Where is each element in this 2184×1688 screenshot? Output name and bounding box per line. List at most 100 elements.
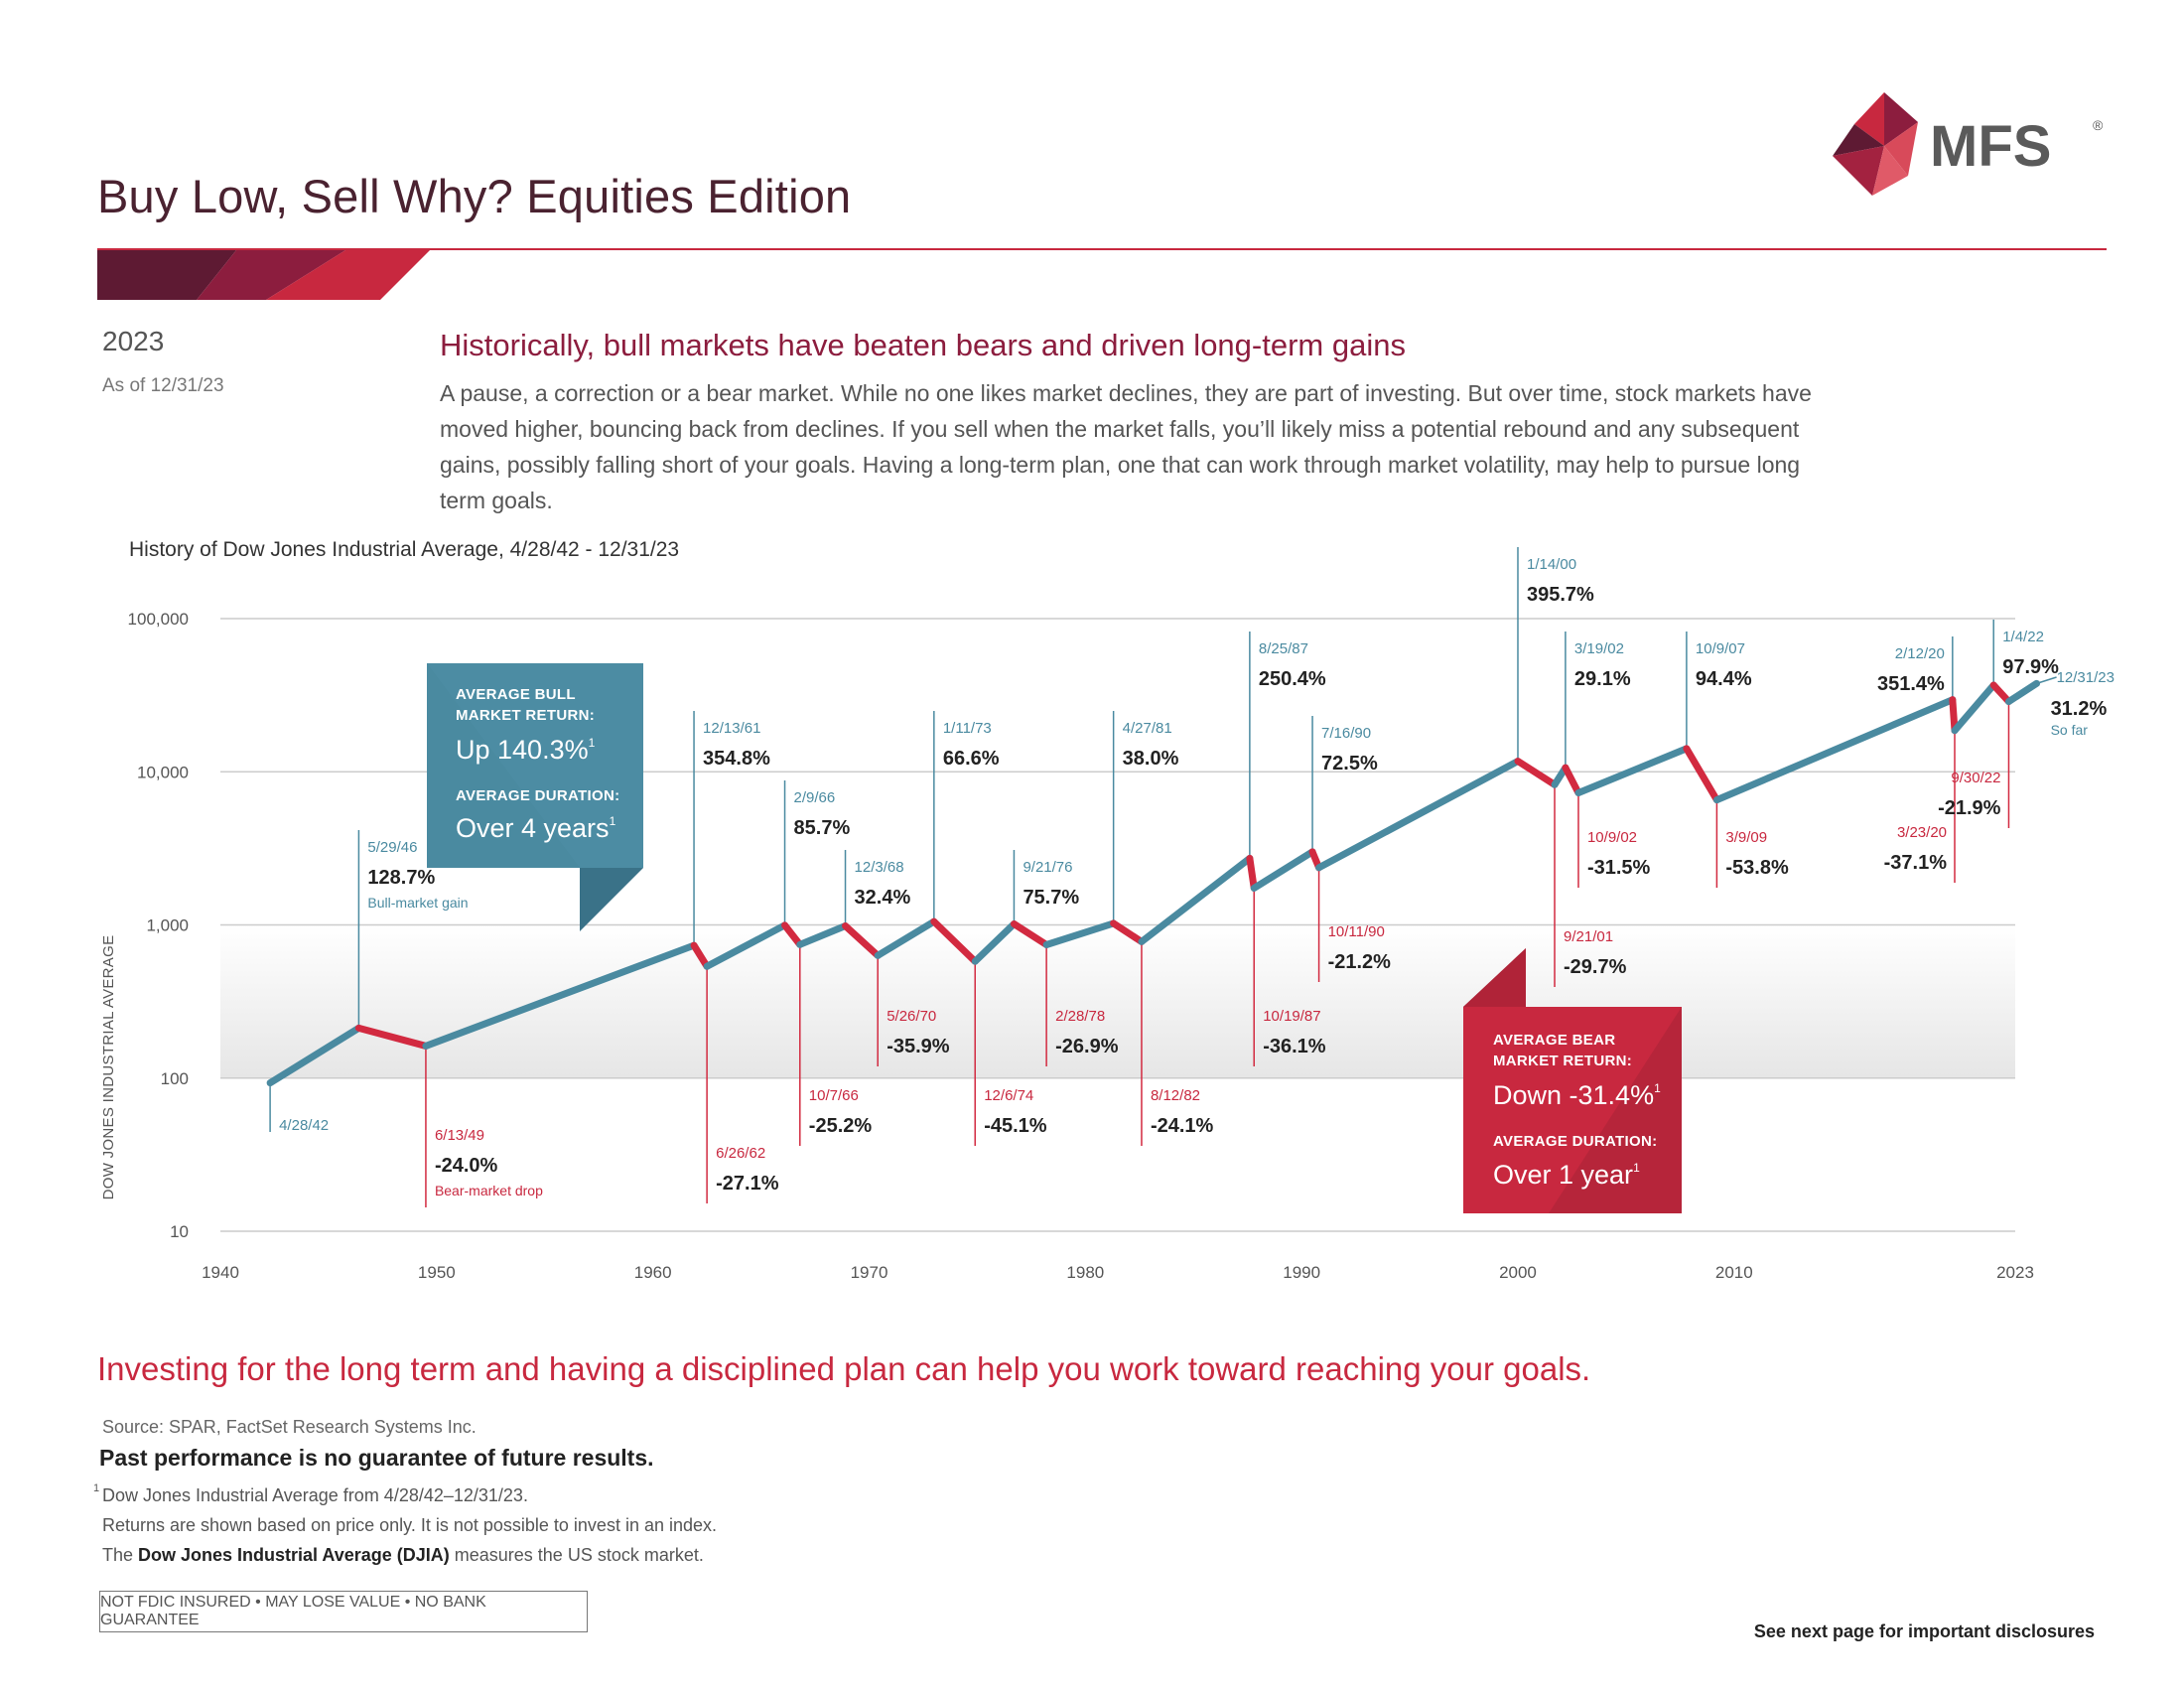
annotation-value: -35.9%: [887, 1036, 950, 1057]
annotation-value: 85.7%: [794, 817, 851, 839]
bull-segment: [1250, 848, 1316, 892]
bull-segment: [1574, 745, 1691, 796]
annotation-date: 4/28/42: [279, 1117, 329, 1134]
annotation-date: 7/16/90: [1321, 725, 1371, 742]
annotation-value: 32.4%: [855, 887, 911, 909]
annotation-date: 8/12/82: [1151, 1087, 1200, 1104]
header-banner: [97, 250, 430, 300]
y-tick-label: 1,000: [146, 916, 189, 935]
bull-segment: [796, 922, 850, 948]
annotation-value: -24.0%: [435, 1155, 498, 1177]
bear-segment: [1010, 920, 1050, 948]
annotation-value: -27.1%: [716, 1173, 779, 1195]
x-tick-label: 2000: [1499, 1263, 1537, 1282]
annotation-date: 12/6/74: [984, 1087, 1033, 1104]
x-tick-label: 2023: [1996, 1263, 2034, 1282]
annotation-labels: 5/29/46 128.7% Bull-market gain 12/13/61 354…: [279, 556, 2115, 1198]
x-tick-label: 1940: [202, 1263, 239, 1282]
footnote-mark: 1: [93, 1482, 100, 1494]
bear-return-label: AVERAGE BEAR MARKET RETURN:: [1493, 1032, 1632, 1069]
bull-segment: [703, 921, 789, 970]
bear-duration-label: AVERAGE DURATION:: [1493, 1133, 1657, 1150]
bull-callout: AVERAGE BULL MARKET RETURN: Up 140.3%1 AV…: [427, 663, 643, 931]
annotation-note: Bear-market drop: [435, 1183, 543, 1198]
annotation-value: 38.0%: [1123, 748, 1179, 770]
bull-segment: [971, 920, 1018, 965]
fdic-notice: NOT FDIC INSURED • MAY LOSE VALUE • NO B…: [99, 1591, 588, 1632]
mfs-logo: MFS ®: [1833, 92, 2104, 196]
annotation-date: 5/26/70: [887, 1008, 936, 1025]
annotation-value: 351.4%: [1877, 673, 1945, 695]
bear-segment: [354, 1024, 430, 1050]
mfs-logo-registered: ®: [2093, 117, 2104, 133]
next-page-link[interactable]: See next page for important disclosures: [1753, 1621, 2095, 1641]
bull-segment: [1042, 919, 1118, 948]
bear-segment: [930, 917, 979, 965]
annotation-value: -21.9%: [1938, 797, 2001, 819]
x-tick-label: 1950: [418, 1263, 456, 1282]
x-tick-label: 1990: [1283, 1263, 1320, 1282]
annotation-value: 72.5%: [1321, 753, 1378, 774]
annotation-value: -53.8%: [1725, 857, 1789, 879]
dow-series: [266, 679, 2041, 1087]
bull-segment: [1951, 681, 1997, 735]
annotation-date: 3/23/20: [1897, 824, 1947, 841]
bull-return-label: AVERAGE BULL MARKET RETURN:: [456, 686, 595, 724]
y-tick-label: 10,000: [137, 763, 189, 781]
mfs-logo-text: MFS: [1930, 114, 2051, 179]
annotation-value: 250.4%: [1259, 668, 1326, 690]
annotation-date: 2/12/20: [1895, 645, 1945, 662]
annotation-value: 97.9%: [2002, 656, 2059, 678]
bull-duration-label: AVERAGE DURATION:: [456, 787, 619, 804]
annotation-date: 10/9/02: [1587, 829, 1637, 846]
bear-segment: [1514, 758, 1559, 788]
annotation-date: 1/4/22: [2002, 629, 2044, 645]
footnote-1: Dow Jones Industrial Average from 4/28/4…: [102, 1485, 528, 1505]
shaded-band: [220, 924, 2015, 1078]
annotation-date: 10/19/87: [1263, 1008, 1320, 1025]
mfs-logo-mark: [1833, 92, 1918, 196]
bull-segment: [874, 917, 938, 959]
title-divider: [97, 248, 2107, 250]
annotation-value: 354.8%: [703, 748, 770, 770]
bear-segment: [690, 941, 711, 970]
as-of-date: As of 12/31/23: [102, 375, 224, 396]
annotation-date: 10/9/07: [1696, 640, 1745, 657]
annotation-note: Bull-market gain: [367, 895, 468, 911]
bear-segment: [1683, 745, 1720, 804]
annotation-date: 12/3/68: [855, 859, 904, 876]
annotation-value: 75.7%: [1023, 887, 1079, 909]
x-tick-label: 1970: [851, 1263, 888, 1282]
bear-segment: [1110, 919, 1146, 945]
past-performance-note: Past performance is no guarantee of futu…: [99, 1445, 654, 1471]
y-tick-label: 10: [170, 1222, 189, 1241]
annotation-value: -29.7%: [1564, 956, 1627, 978]
bull-duration-value: Over 4 years1: [456, 813, 616, 843]
annotation-leaders: [269, 547, 2057, 1207]
annotation-note: So far: [2051, 722, 2089, 738]
annotation-date: 12/13/61: [703, 720, 760, 737]
bear-duration-value: Over 1 year1: [1493, 1160, 1640, 1190]
x-ticks: 1940 1950 1960 1970 1980 1990 2000 2010 2023: [202, 1263, 2034, 1282]
x-tick-label: 1980: [1066, 1263, 1104, 1282]
page-title: Buy Low, Sell Why? Equities Edition: [97, 170, 852, 222]
bear-segment: [1562, 764, 1582, 796]
x-tick-label: 2010: [1715, 1263, 1753, 1282]
annotation-value: -24.1%: [1151, 1115, 1214, 1137]
bear-segment: [842, 922, 882, 959]
annotation-date: 9/30/22: [1951, 770, 2000, 786]
annotation-value: 395.7%: [1527, 584, 1594, 606]
annotation-date: 1/14/00: [1527, 556, 1576, 573]
annotation-date: 4/27/81: [1123, 720, 1172, 737]
bull-segment: [266, 1024, 362, 1087]
annotation-date: 2/28/78: [1055, 1008, 1105, 1025]
headline: Historically, bull markets have beaten b…: [440, 328, 1406, 362]
annotation-value: 66.6%: [943, 748, 1000, 770]
annotation-value: -31.5%: [1587, 857, 1651, 879]
bear-callout: AVERAGE BEAR MARKET RETURN: Down -31.4%1 …: [1463, 948, 1682, 1213]
annotation-value: -37.1%: [1884, 852, 1948, 874]
annotation-value: -45.1%: [984, 1115, 1047, 1137]
bear-return-value: Down -31.4%1: [1493, 1080, 1661, 1110]
annotation-date: 2/9/66: [794, 789, 836, 806]
